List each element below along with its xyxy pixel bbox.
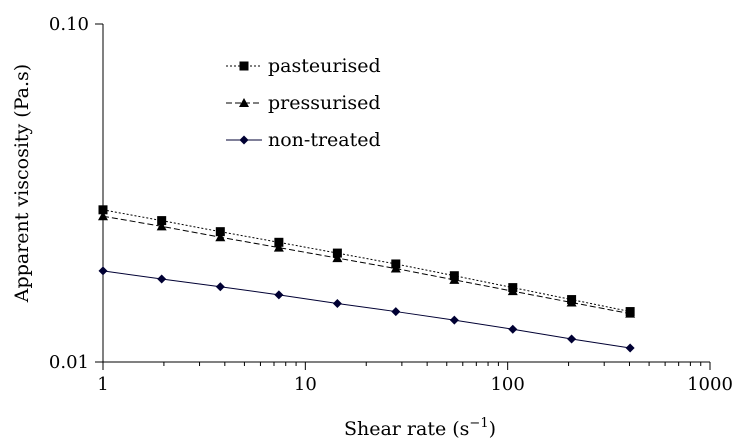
data-point-pasteurised <box>98 205 108 215</box>
data-point-pressurised <box>566 297 577 307</box>
data-point-pressurised <box>332 253 343 263</box>
legend-marker-pressurised <box>239 98 249 107</box>
axes: 1 10 100 1000 0.01 0.10 <box>49 14 733 395</box>
data-point-non-treated <box>449 315 459 325</box>
legend-label-non-treated: non-treated <box>268 129 381 151</box>
x-tick-label: 100 <box>490 374 524 395</box>
series-line-pressurised <box>102 215 631 315</box>
data-point-non-treated <box>157 274 167 284</box>
series-line-pasteurised <box>102 209 631 313</box>
data-point-non-treated <box>215 282 225 292</box>
data-point-pressurised <box>390 263 401 273</box>
data-point-pressurised <box>156 221 167 231</box>
x-tick-label: 10 <box>294 374 317 395</box>
data-point-pressurised <box>215 232 226 242</box>
legend-label-pasteurised: pasteurised <box>268 55 381 77</box>
data-point-non-treated <box>332 298 342 308</box>
series-non-treated <box>98 266 635 353</box>
legend: pasteurised pressurised non-treated <box>226 55 381 151</box>
data-point-non-treated <box>98 266 108 276</box>
plot-area <box>98 205 636 353</box>
legend-marker-pasteurised <box>239 61 249 71</box>
x-tick-label: 1000 <box>687 374 733 395</box>
data-point-pressurised <box>507 286 518 296</box>
data-point-non-treated <box>391 307 401 317</box>
legend-label-pressurised: pressurised <box>268 92 381 114</box>
data-point-pasteurised <box>215 227 225 237</box>
data-point-non-treated <box>625 343 635 353</box>
series-pasteurised <box>98 205 635 317</box>
series-pressurised <box>98 211 636 318</box>
data-point-pressurised <box>449 274 460 284</box>
data-point-pressurised <box>273 242 284 252</box>
data-point-pressurised <box>625 308 636 318</box>
data-point-non-treated <box>508 324 518 334</box>
x-tick-label: 1 <box>97 374 108 395</box>
data-point-pasteurised <box>274 237 284 247</box>
y-tick-label: 0.01 <box>49 352 89 373</box>
y-axis-title: Apparent viscosity (Pa.s) <box>11 64 33 303</box>
series-line-non-treated <box>102 270 631 349</box>
data-point-non-treated <box>274 290 284 300</box>
y-tick-label: 0.10 <box>49 14 89 35</box>
data-point-pressurised <box>98 211 108 221</box>
legend-marker-non-treated <box>239 135 249 145</box>
data-point-pasteurised <box>157 216 167 226</box>
x-axis-title: Shear rate (s−1) <box>344 416 496 440</box>
data-point-non-treated <box>567 334 577 344</box>
